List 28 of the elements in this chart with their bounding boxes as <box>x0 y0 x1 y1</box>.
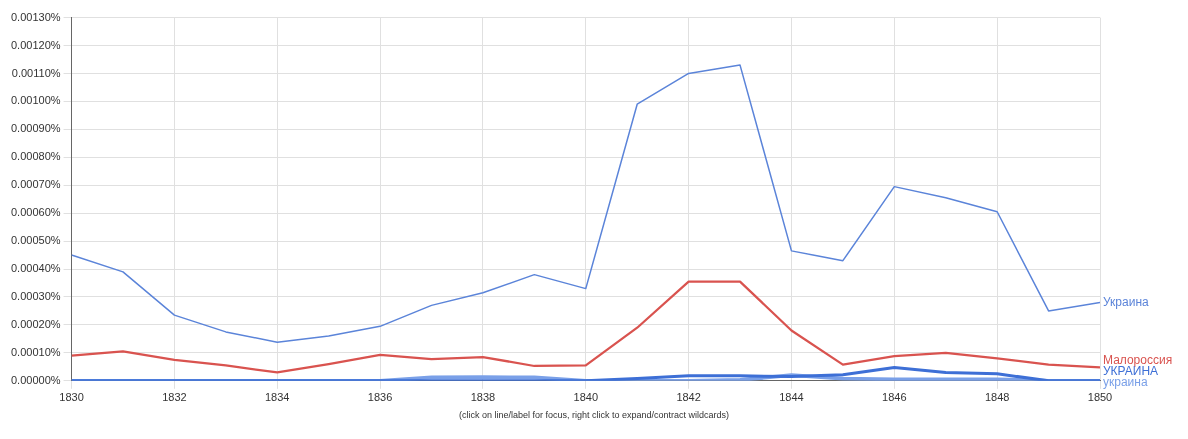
y-tick-label: 0.00110% <box>11 66 61 79</box>
y-tick-label: 0.00020% <box>11 317 61 330</box>
y-tick-label: 0.00060% <box>11 206 61 219</box>
text: (click on line/label for focus, right click to expand/contract wildcards) <box>457 410 731 420</box>
x-tick-label: 1830 <box>59 391 84 404</box>
y-tick-label: 0.00100% <box>11 94 61 107</box>
y-tick-label: 0.00080% <box>11 150 61 163</box>
x-tick-label: 1850 <box>1087 391 1113 404</box>
x-tick-label: 1840 <box>573 391 599 404</box>
x-tick-label: 1848 <box>984 391 1010 404</box>
x-tick-label: 1844 <box>779 391 804 404</box>
y-tick-label: 0.00000% <box>11 373 61 386</box>
y-tick-label: 0.00050% <box>11 234 61 247</box>
y-tick-label: 0.00040% <box>11 262 61 275</box>
y-tick-label: 0.00070% <box>11 178 61 191</box>
y-tick-label: 0.00090% <box>11 122 61 135</box>
series-label: Украина <box>1103 294 1150 309</box>
y-tick-label: 0.00030% <box>11 290 61 303</box>
x-tick-label: 1846 <box>882 391 907 404</box>
x-tick-label: 1832 <box>162 391 187 404</box>
y-tick-label: 0.00130% <box>11 10 61 23</box>
series-label: украина <box>1103 375 1148 390</box>
x-tick-label: 1842 <box>676 391 701 404</box>
y-tick-label: 0.00010% <box>11 345 61 358</box>
x-tick-label: 1834 <box>264 391 290 404</box>
x-tick-label: 1836 <box>367 391 393 404</box>
x-tick-label: 1838 <box>470 391 496 404</box>
y-tick-label: 0.00120% <box>11 38 61 51</box>
